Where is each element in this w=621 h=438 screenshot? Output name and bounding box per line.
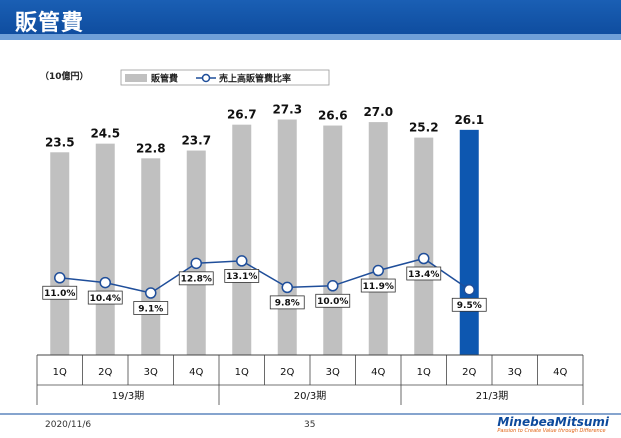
legend-line-marker: [201, 73, 211, 83]
ratio-label-box-5: [224, 269, 260, 283]
ratio-label-box-7: [315, 293, 351, 308]
ratio-label-box-2: [87, 290, 123, 305]
ratio-label-8: 11.9%: [363, 282, 394, 292]
ratio-label-box-1: [42, 285, 78, 300]
bar-7: [323, 125, 343, 356]
x-tick-label-7: 3Q: [326, 367, 340, 378]
page-title: 販管費: [15, 11, 85, 36]
ratio-label-box-3: [133, 301, 169, 315]
group-label-2: 20/3期: [294, 390, 326, 402]
ratio-marker-1: [54, 272, 66, 284]
ratio-label-5: 13.1%: [226, 272, 257, 282]
ratio-label-6: 9.8%: [275, 299, 300, 309]
ratio-marker-9: [418, 252, 430, 265]
ratio-marker-2: [99, 276, 111, 289]
x-tick-label-2: 2Q: [98, 367, 112, 378]
unit-label: （10億円）: [40, 70, 89, 82]
ratio-marker-4: [190, 257, 202, 270]
page-number: 35: [304, 420, 316, 430]
x-tick-label-11: 3Q: [508, 367, 522, 378]
bar-value-label-8: 27.0: [363, 105, 393, 119]
ratio-label-box-6: [269, 295, 305, 310]
bar-value-label-3: 22.8: [136, 141, 166, 155]
legend-line-label: 売上高販管費比率: [219, 73, 291, 85]
bar-value-label-6: 27.3: [272, 103, 302, 117]
bar-4: [186, 150, 206, 355]
x-tick-label-8: 4Q: [371, 367, 385, 378]
x-tick-label-3: 3Q: [144, 367, 158, 378]
group-label-1: 19/3期: [112, 390, 144, 402]
x-tick-label-1: 1Q: [53, 367, 67, 378]
logo-tagline: Passion to Create Value through Differen…: [497, 428, 606, 434]
x-tick-label-4: 4Q: [189, 367, 203, 378]
group-label-3: 21/3期: [476, 390, 508, 402]
ratio-line: [59, 257, 470, 294]
ratio-label-3: 9.1%: [138, 304, 163, 314]
ratio-label-box-9: [406, 266, 442, 281]
ratio-label-10: 9.5%: [457, 301, 482, 311]
bar-1: [50, 152, 70, 355]
ratio-marker-8: [372, 264, 384, 277]
title-band: [0, 34, 621, 40]
company-logo: MinebeaMitsumi Passion to Create Value t…: [497, 416, 609, 434]
title-bar: 販管費: [0, 0, 621, 40]
bar-9: [414, 137, 434, 355]
ratio-label-1: 11.0%: [44, 289, 75, 299]
x-tick-label-12: 4Q: [553, 367, 567, 378]
x-tick-label-6: 2Q: [280, 367, 294, 378]
bar-value-label-9: 25.2: [409, 121, 439, 135]
bar-10: [459, 129, 479, 355]
bar-value-label-2: 24.5: [90, 127, 120, 141]
bar-6: [277, 119, 297, 355]
ratio-label-box-4: [178, 271, 214, 286]
ratio-marker-10: [463, 284, 475, 296]
legend-bar-label: 販管費: [151, 73, 178, 85]
bar-5: [232, 124, 252, 355]
ratio-marker-6: [281, 281, 293, 294]
bar-value-label-10: 26.1: [454, 113, 484, 127]
ratio-label-2: 10.4%: [90, 294, 121, 304]
bar-8: [368, 122, 388, 355]
x-tick-label-10: 2Q: [462, 367, 476, 378]
bar-value-label-1: 23.5: [45, 135, 75, 149]
ratio-label-7: 10.0%: [317, 297, 348, 307]
bar-3: [141, 158, 161, 355]
ratio-marker-5: [236, 255, 248, 267]
logo-name: MinebeaMitsumi: [497, 415, 609, 429]
legend-bar-swatch: [125, 74, 147, 82]
x-tick-label-9: 1Q: [417, 367, 431, 378]
ratio-label-box-8: [360, 278, 396, 293]
bar-2: [95, 143, 115, 355]
ratio-label-4: 12.8%: [181, 275, 212, 285]
footer-date: 2020/11/6: [45, 420, 92, 430]
bar-value-label-5: 26.7: [227, 108, 257, 122]
bar-value-label-4: 23.7: [181, 134, 211, 148]
ratio-marker-3: [145, 287, 157, 299]
x-tick-label-5: 1Q: [235, 367, 249, 378]
bar-value-label-7: 26.6: [318, 109, 348, 123]
ratio-marker-7: [327, 280, 339, 292]
ratio-label-9: 13.4%: [408, 270, 439, 280]
legend-box: [120, 69, 330, 86]
ratio-label-box-10: [451, 297, 487, 312]
